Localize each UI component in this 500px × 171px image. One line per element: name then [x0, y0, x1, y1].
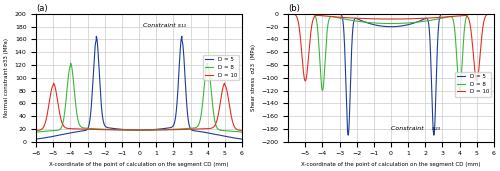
D = 8	[322, 52, 328, 54]
D = 10	[187, 128, 193, 130]
D = 10	[491, 13, 497, 15]
D = 10	[285, 13, 291, 15]
D = 8	[364, 21, 370, 23]
D = 8	[408, 22, 414, 24]
D = 5	[156, 128, 162, 130]
D = 5	[202, 131, 208, 134]
D = 8	[187, 127, 193, 129]
D = 8	[438, 17, 444, 19]
Y-axis label: Normal constraint σ33 (MPa): Normal constraint σ33 (MPa)	[4, 38, 9, 117]
D = 5	[364, 22, 370, 24]
D = 8	[33, 131, 39, 133]
D = 8	[285, 13, 291, 15]
Text: (a): (a)	[36, 4, 48, 13]
D = 10	[408, 18, 414, 20]
D = 10	[438, 16, 444, 18]
D = 5	[454, 13, 460, 15]
D = 5	[345, 134, 351, 136]
D = 5	[239, 138, 245, 140]
Y-axis label: Shear stress  σ23  (MPa): Shear stress σ23 (MPa)	[251, 44, 256, 111]
D = 5	[322, 13, 328, 15]
D = 5	[167, 127, 173, 129]
D = 5	[419, 19, 425, 21]
D = 10	[167, 129, 173, 131]
D = 5	[285, 13, 291, 15]
D = 5	[70, 131, 76, 133]
D = 5	[491, 13, 497, 15]
D = 5	[112, 128, 118, 130]
D = 10	[202, 128, 208, 130]
D = 8	[239, 131, 245, 133]
Line: D = 8: D = 8	[36, 63, 242, 132]
D = 10	[302, 80, 308, 82]
D = 10	[50, 82, 56, 84]
D = 10	[70, 128, 76, 130]
D = 8	[320, 89, 326, 91]
D = 8	[491, 13, 497, 15]
D = 8	[419, 21, 425, 23]
Line: D = 5: D = 5	[36, 36, 242, 139]
D = 8	[112, 129, 118, 131]
D = 5	[438, 13, 444, 15]
D = 10	[322, 15, 328, 17]
X-axis label: X-coordinate of the point of calculation on the segment CD (mm): X-coordinate of the point of calculation…	[50, 162, 229, 167]
Line: D = 5: D = 5	[288, 14, 494, 135]
Legend: D = 5, D = 8, D = 10: D = 5, D = 8, D = 10	[454, 72, 491, 97]
Line: D = 10: D = 10	[36, 83, 242, 130]
D = 5	[187, 126, 193, 128]
D = 10	[112, 129, 118, 131]
D = 10	[364, 18, 370, 20]
Line: D = 8: D = 8	[288, 14, 494, 90]
X-axis label: X-coordinate of the point of calculation on the segment CD (mm): X-coordinate of the point of calculation…	[302, 162, 481, 167]
D = 8	[68, 62, 73, 64]
D = 5	[408, 23, 414, 25]
Line: D = 10: D = 10	[288, 14, 494, 81]
Text: Constraint    s₂₃: Constraint s₂₃	[391, 126, 440, 131]
D = 10	[419, 17, 425, 19]
D = 5	[33, 138, 39, 140]
D = 8	[167, 128, 173, 130]
Text: (b): (b)	[288, 4, 300, 13]
D = 10	[33, 129, 39, 131]
D = 8	[202, 73, 208, 75]
Text: Constraint s₁₃: Constraint s₁₃	[143, 23, 186, 28]
D = 10	[454, 15, 460, 17]
D = 8	[156, 129, 162, 131]
D = 10	[239, 129, 245, 131]
D = 5	[94, 35, 100, 37]
Legend: D = 5, D = 8, D = 10: D = 5, D = 8, D = 10	[202, 55, 239, 80]
D = 8	[70, 82, 76, 84]
D = 8	[454, 67, 460, 69]
D = 10	[156, 129, 162, 131]
